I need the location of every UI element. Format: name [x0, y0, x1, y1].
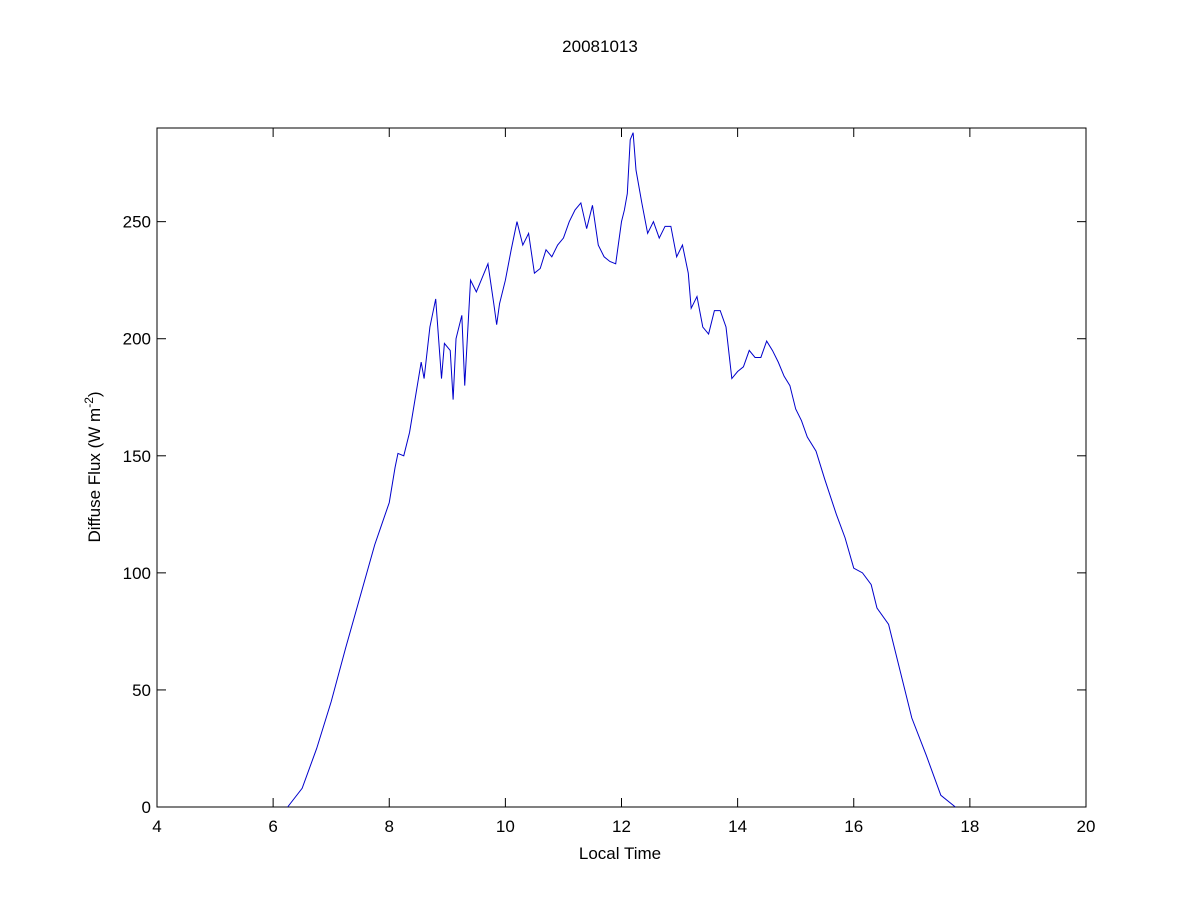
- x-tick-label: 12: [612, 817, 631, 836]
- y-tick-label: 150: [123, 447, 151, 466]
- x-tick-label: 10: [496, 817, 515, 836]
- x-tick-label: 8: [385, 817, 394, 836]
- chart-title: 20081013: [562, 37, 638, 56]
- y-tick-label: 0: [142, 798, 151, 817]
- y-axis-label: Diffuse Flux (W m-2): [82, 391, 104, 542]
- plot-area: [156, 127, 1087, 808]
- x-tick-label: 14: [728, 817, 747, 836]
- y-tick-label: 200: [123, 330, 151, 349]
- y-tick-label: 50: [132, 681, 151, 700]
- x-tick-label: 6: [268, 817, 277, 836]
- y-tick-label: 250: [123, 213, 151, 232]
- y-axis-label-superscript: -2: [82, 397, 96, 408]
- y-axis-label-text: Diffuse Flux (W m: [85, 408, 104, 543]
- data-line: [287, 132, 956, 808]
- x-tick-label: 16: [844, 817, 863, 836]
- y-axis-label-suffix: ): [85, 391, 104, 397]
- x-tick-label: 4: [152, 817, 161, 836]
- y-tick-label: 100: [123, 564, 151, 583]
- x-tick-label: 18: [960, 817, 979, 836]
- x-tick-label: 20: [1077, 817, 1096, 836]
- x-axis-label: Local Time: [579, 844, 661, 863]
